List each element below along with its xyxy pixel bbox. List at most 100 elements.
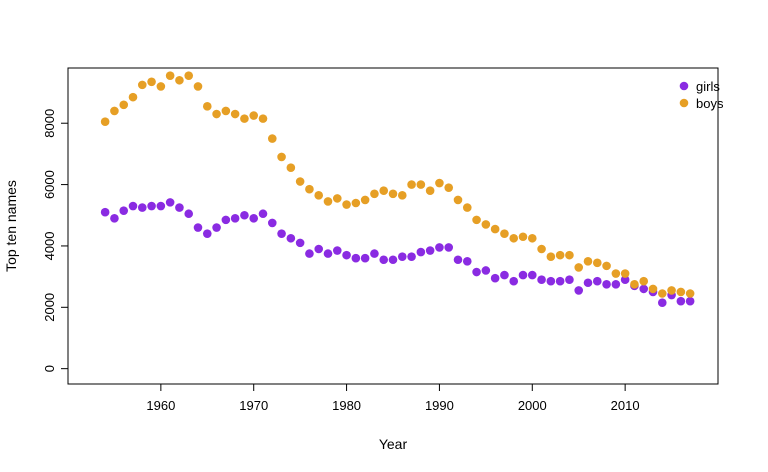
data-point-boys (128, 92, 138, 102)
data-point-girls (267, 218, 277, 228)
data-point-girls (323, 249, 333, 258)
data-point-boys (453, 195, 463, 205)
data-point-boys (100, 117, 110, 126)
data-point-girls (518, 270, 528, 280)
data-point-boys (202, 102, 212, 111)
data-point-girls (295, 238, 305, 248)
data-point-boys (481, 220, 491, 229)
data-point-girls (128, 201, 138, 211)
x-axis-label: Year (379, 436, 408, 452)
x-tick-label: 1990 (425, 398, 454, 413)
series-boys (100, 71, 695, 298)
data-point-girls (165, 198, 175, 207)
data-point-boys (397, 191, 407, 200)
data-point-boys (416, 180, 426, 189)
data-point-boys (555, 250, 565, 260)
legend-marker-boys (679, 98, 689, 108)
data-point-boys (184, 71, 194, 80)
data-point-boys (583, 256, 593, 266)
data-point-girls (611, 279, 621, 289)
data-point-girls (202, 229, 212, 238)
data-point-girls (314, 244, 324, 254)
data-point-boys (602, 261, 611, 271)
data-point-girls (472, 267, 481, 277)
data-point-boys (221, 106, 231, 116)
data-point-boys (147, 77, 156, 87)
data-point-boys (156, 82, 166, 91)
data-point-girls (685, 296, 695, 306)
data-point-girls (221, 215, 231, 225)
data-point-girls (258, 209, 268, 219)
x-tick-label: 2010 (611, 398, 640, 413)
data-point-boys (490, 224, 500, 234)
x-axis: 1960 1970 1980 1990 2000 2010 (146, 384, 640, 413)
data-point-boys (119, 100, 129, 110)
data-point-boys (212, 109, 221, 119)
y-tick-label: 2000 (42, 293, 57, 322)
x-tick-label: 1970 (239, 398, 268, 413)
data-point-girls (137, 203, 147, 212)
data-point-boys (314, 191, 324, 200)
data-point-girls (592, 276, 602, 286)
data-point-boys (639, 276, 649, 286)
data-point-boys (546, 252, 556, 261)
data-point-girls (416, 247, 426, 257)
data-point-boys (165, 71, 175, 80)
data-point-boys (537, 244, 546, 254)
data-point-girls (230, 214, 240, 223)
data-point-girls (147, 201, 156, 211)
data-point-girls (397, 252, 407, 261)
data-point-boys (379, 186, 389, 196)
y-tick-label: 8000 (42, 109, 57, 138)
data-point-girls (546, 276, 556, 286)
legend-marker-girls (679, 81, 689, 91)
data-point-girls (332, 246, 342, 255)
data-point-girls (639, 284, 649, 294)
data-point-boys (611, 269, 621, 278)
data-points (100, 71, 695, 307)
data-point-boys (509, 233, 519, 243)
data-point-boys (592, 258, 602, 268)
data-point-boys (295, 177, 305, 186)
data-point-girls (676, 296, 686, 306)
data-point-boys (323, 197, 333, 206)
data-point-girls (425, 246, 435, 255)
data-point-boys (342, 200, 351, 209)
data-point-girls (537, 275, 546, 284)
data-point-boys (267, 134, 277, 143)
data-point-boys (388, 189, 398, 199)
data-point-boys (137, 80, 147, 90)
data-point-girls (527, 270, 537, 280)
legend-label-girls: girls (696, 79, 720, 94)
data-point-boys (110, 106, 119, 116)
data-point-boys (667, 286, 676, 295)
x-tick-label: 1960 (146, 398, 175, 413)
data-point-boys (565, 250, 574, 260)
x-tick-label: 1980 (332, 398, 361, 413)
data-point-boys (240, 114, 249, 123)
data-point-girls (379, 255, 389, 265)
y-tick-label: 4000 (42, 231, 57, 260)
data-point-boys (277, 152, 286, 162)
data-point-boys (249, 111, 259, 120)
data-point-boys (370, 189, 379, 199)
data-point-girls (249, 214, 259, 223)
y-tick-label: 6000 (42, 170, 57, 199)
data-point-boys (685, 289, 695, 298)
data-point-boys (676, 287, 686, 297)
data-point-girls (620, 275, 630, 284)
data-point-girls (555, 276, 565, 286)
data-point-girls (156, 201, 166, 211)
data-point-boys (332, 194, 342, 203)
data-point-boys (425, 186, 435, 196)
data-point-girls (657, 298, 667, 307)
data-point-boys (258, 114, 268, 123)
data-point-boys (407, 180, 416, 189)
data-point-boys (351, 198, 361, 208)
data-point-girls (212, 223, 221, 232)
y-tick-label: 0 (42, 365, 57, 372)
data-point-boys (518, 232, 528, 242)
data-point-boys (630, 279, 639, 289)
data-point-girls (277, 229, 286, 238)
